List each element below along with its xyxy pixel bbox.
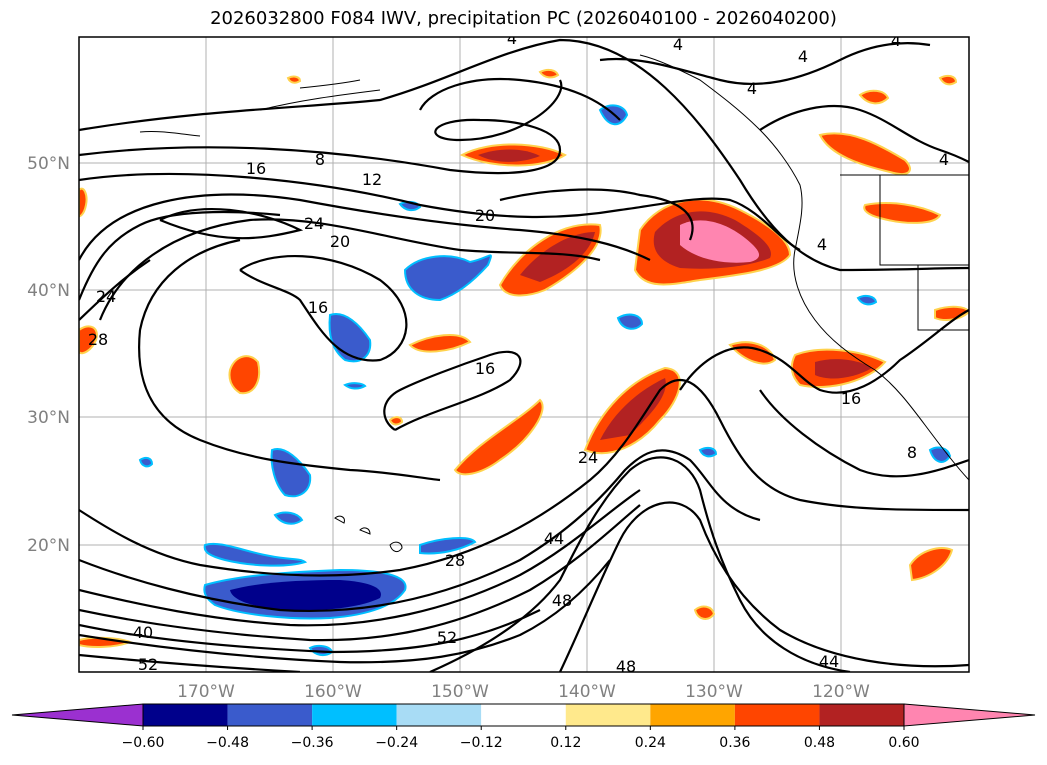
contour-label: 8 bbox=[315, 150, 325, 169]
colorbar-extend-low bbox=[11, 703, 144, 727]
contour-label: 16 bbox=[246, 159, 266, 178]
latitude-labels: 50°N 40°N 30°N 20°N bbox=[27, 154, 70, 556]
contour-label: 4 bbox=[939, 150, 949, 169]
lat-label: 50°N bbox=[27, 154, 70, 174]
contour-label: 4 bbox=[798, 47, 808, 66]
colorbar-segment bbox=[396, 704, 482, 726]
lon-label: 160°W bbox=[304, 682, 362, 702]
colorbar: −0.60 −0.48 −0.36 −0.24 −0.12 0.12 0.24 0.36 0.4… bbox=[11, 703, 1036, 751]
contour-label: 8 bbox=[907, 443, 917, 462]
negative-anomaly-shading bbox=[138, 104, 952, 657]
colorbar-label: −0.36 bbox=[291, 735, 334, 751]
contour-label: 16 bbox=[841, 389, 861, 408]
positive-anomaly-shading bbox=[79, 68, 969, 648]
contour-label: 4 bbox=[817, 235, 827, 254]
contour-label: 28 bbox=[445, 551, 465, 570]
colorbar-segment bbox=[143, 704, 228, 726]
contour-label: 4 bbox=[507, 29, 517, 48]
colorbar-label: −0.48 bbox=[206, 735, 249, 751]
contour-label: 12 bbox=[362, 170, 382, 189]
contour-label: 4 bbox=[673, 35, 683, 54]
colorbar-segment bbox=[650, 704, 735, 726]
colorbar-label: −0.12 bbox=[460, 735, 503, 751]
colorbar-label: 0.36 bbox=[719, 735, 750, 751]
contour-label: 4 bbox=[891, 31, 901, 50]
contour-label: 20 bbox=[475, 206, 495, 225]
contour-label: 16 bbox=[308, 298, 328, 317]
coastlines bbox=[139, 54, 969, 553]
contour-label: 28 bbox=[88, 330, 108, 349]
map-title: 2026032800 F084 IWV, precipitation PC (2… bbox=[210, 8, 837, 29]
contour-label: 24 bbox=[304, 214, 324, 233]
contour-label: 52 bbox=[138, 655, 158, 674]
colorbar-label: −0.60 bbox=[122, 735, 165, 751]
lat-label: 20°N bbox=[27, 536, 70, 556]
iwv-contours bbox=[79, 38, 969, 672]
colorbar-extend-high bbox=[903, 703, 1036, 727]
contour-label: 24 bbox=[578, 448, 598, 467]
colorbar-label: 0.48 bbox=[804, 735, 835, 751]
longitude-labels: 170°W 160°W 150°W 140°W 130°W 120°W bbox=[177, 682, 870, 702]
contour-label: 20 bbox=[330, 232, 350, 251]
colorbar-segment bbox=[481, 704, 566, 726]
lon-label: 140°W bbox=[558, 682, 616, 702]
contour-label: 48 bbox=[616, 657, 636, 676]
colorbar-label: −0.24 bbox=[375, 735, 418, 751]
colorbar-label: 0.12 bbox=[550, 735, 581, 751]
contour-label: 48 bbox=[552, 591, 572, 610]
lat-label: 30°N bbox=[27, 408, 70, 428]
contour-label: 44 bbox=[544, 529, 564, 548]
contour-label: 16 bbox=[475, 359, 495, 378]
colorbar-segment bbox=[312, 704, 397, 726]
map-frame bbox=[78, 36, 970, 673]
contour-label: 4 bbox=[747, 79, 757, 98]
colorbar-label: 0.24 bbox=[635, 735, 666, 751]
colorbar-segment bbox=[819, 704, 904, 726]
lon-label: 150°W bbox=[431, 682, 489, 702]
colorbar-segment bbox=[227, 704, 313, 726]
lat-label: 40°N bbox=[27, 281, 70, 301]
contour-labels: 4 4 4 4 4 4 8 12 16 20 24 20 16 16 24 28… bbox=[88, 29, 949, 676]
lon-label: 130°W bbox=[685, 682, 743, 702]
contour-label: 40 bbox=[133, 623, 153, 642]
contour-label: 24 bbox=[96, 287, 116, 306]
colorbar-label: 0.60 bbox=[888, 735, 919, 751]
lon-label: 170°W bbox=[177, 682, 235, 702]
map-area: 4 4 4 4 4 4 8 12 16 20 24 20 16 16 24 28… bbox=[79, 29, 969, 676]
contour-label: 52 bbox=[437, 628, 457, 647]
lon-label: 120°W bbox=[812, 682, 870, 702]
contour-label: 44 bbox=[819, 652, 839, 671]
colorbar-frame bbox=[142, 703, 905, 727]
colorbar-segment bbox=[734, 704, 820, 726]
colorbar-segment bbox=[565, 704, 651, 726]
